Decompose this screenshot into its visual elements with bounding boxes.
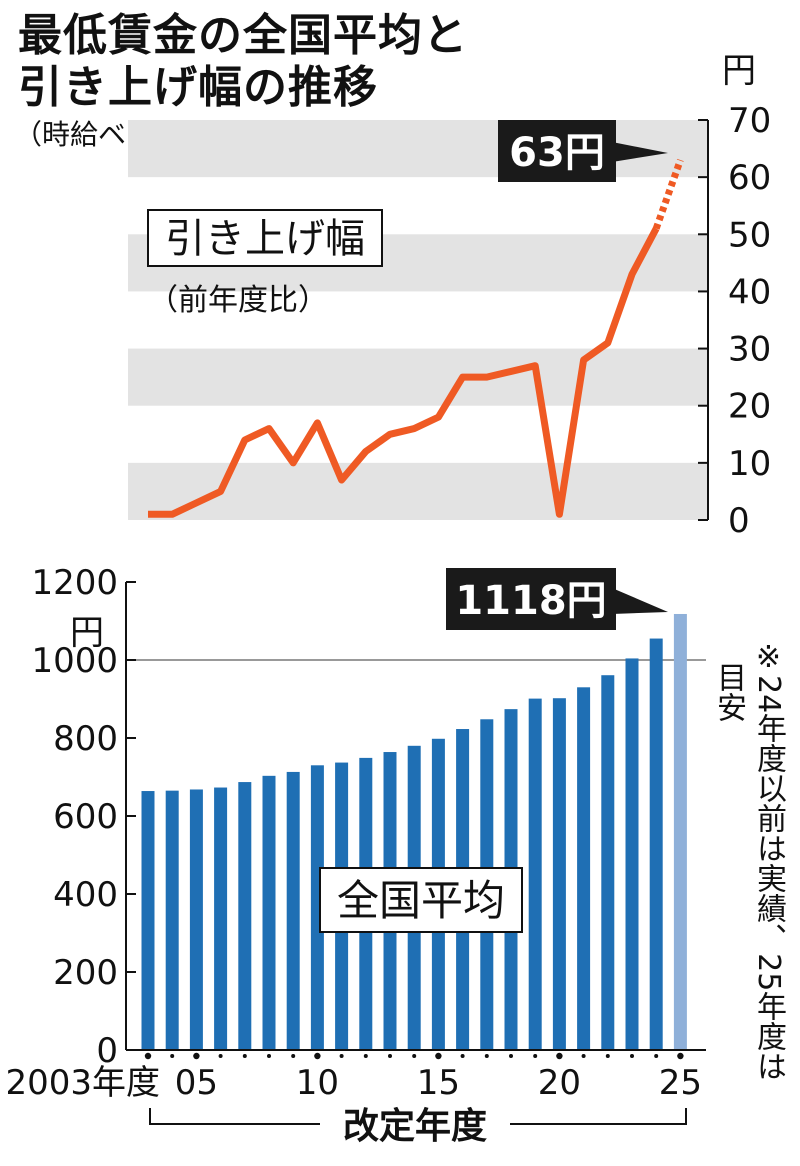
bar-2009 [286,771,300,1050]
bar-2005 [189,789,203,1050]
band-20-30 [128,348,708,406]
title-line-1: 最低賃金の全国平均と [18,10,468,61]
bottom-label: 全国平均 [337,876,505,925]
footnote-mark-line: ※24年度以前は実績、25年度は [748,640,788,1081]
x-axis-bracket [149,1108,687,1125]
bar-2008 [262,775,276,1050]
x-tick-2023 [630,1054,634,1058]
bottom-y-tick-label-400: 400 [53,875,118,915]
bottom-bar-series [141,613,687,1050]
x-tick-2008 [267,1054,271,1058]
bar-2004 [165,790,179,1050]
x-tick-label-2005: 05 [175,1063,218,1103]
top-y-unit: 円 [722,51,756,91]
bottom-y-unit: 円 [70,613,104,653]
x-tick-label-2003: 2003年度 [5,1063,160,1103]
x-tick-label-2010: 10 [296,1063,339,1103]
x-tick-2021 [581,1054,586,1058]
bar-2003 [141,791,155,1050]
x-tick-2013 [388,1054,392,1058]
x-axis: 2003年度 05 10 15 20 25 [5,1049,706,1103]
x-tick-2016 [460,1054,465,1058]
chart-title: 最低賃金の全国平均と 引き上げ幅の推移 [18,10,468,114]
bar-2020 [552,698,566,1050]
x-tick-2007 [242,1054,247,1058]
footnote: ※24年度以前は実績、25年度は 目安 [704,640,794,1160]
bottom-y-tick-label-1200: 1200 [31,563,118,603]
bar-2023 [625,658,639,1050]
top-y-tick-label-0: 0 [728,501,750,541]
bar-2022 [601,675,615,1050]
x-tick-2024 [654,1054,659,1058]
bottom-y-tick-label-600: 600 [53,797,118,837]
bottom-callout-label: 1118円 [455,578,606,624]
top-y-axis: 0 10 20 30 40 50 60 70 円 [698,51,771,541]
top-y-tick-label-50: 50 [728,215,771,255]
bottom-label-box [319,867,523,933]
bottom-callout-box [446,568,616,630]
top-y-tick-label-70: 70 [728,101,771,141]
footnote-mark: ※ [751,640,786,675]
footnote-line-1: 24年度以前は実績、25年度は [751,675,786,1082]
x-tick-2003 [144,1052,152,1060]
x-tick-2012 [363,1054,368,1058]
bottom-y-tick-label-0: 0 [96,1031,118,1071]
x-tick-2011 [339,1054,344,1058]
x-tick-label-2025: 25 [659,1063,702,1103]
x-tick-label-2015: 15 [417,1063,460,1103]
title-line-2: 引き上げ幅の推移 [18,62,378,113]
top-label-main: 引き上げ幅 [165,216,365,262]
bottom-y-tick-label-1000: 1000 [31,641,118,681]
top-line-series [147,158,684,518]
x-tick-2004 [170,1054,175,1058]
bar-2010 [310,765,324,1050]
bottom-callout-pointer [612,588,668,614]
bottom-y-axis: 0 200 400 600 800 1000 1200 円 [31,563,706,1071]
x-tick-2019 [533,1054,538,1058]
bar-2006 [214,787,228,1050]
top-label-sub: （前年度比） [148,283,328,318]
x-tick-2006 [218,1054,223,1058]
top-y-tick-label-60: 60 [728,158,771,198]
x-tick-2020 [556,1052,563,1060]
x-tick-2025 [677,1052,684,1060]
top-chart-bands [128,120,708,520]
bar-2024 [649,638,663,1050]
bar-2025 [673,613,687,1050]
top-y-tick-label-40: 40 [728,272,771,312]
top-callout-pointer [612,142,668,162]
top-y-tick-label-30: 30 [728,330,771,370]
top-y-tick-label-10: 10 [728,444,771,484]
band-0-10 [128,462,708,520]
top-line-actual [148,226,660,518]
x-tick-2015 [435,1052,442,1060]
bottom-y-tick-label-200: 200 [53,953,118,993]
bar-2021 [577,687,591,1050]
top-callout-box [498,120,616,182]
x-tick-2018 [509,1054,513,1058]
top-label-box [147,209,383,267]
footnote-line-2: 目安 [711,662,746,722]
bar-2007 [238,782,252,1050]
x-tick-2005 [193,1052,200,1060]
x-tick-2010 [314,1052,321,1060]
x-axis-title: 改定年度 [343,1106,487,1147]
x-tick-2017 [484,1054,489,1058]
x-tick-2014 [412,1054,417,1058]
x-tick-2009 [291,1054,296,1058]
top-y-tick-label-20: 20 [728,387,771,427]
bar-2019 [528,698,542,1050]
x-tick-label-2020: 20 [538,1063,581,1103]
bottom-y-tick-label-800: 800 [53,719,118,759]
top-line-estimate [652,158,684,230]
x-tick-2022 [605,1054,610,1058]
top-callout-label: 63円 [509,130,605,176]
